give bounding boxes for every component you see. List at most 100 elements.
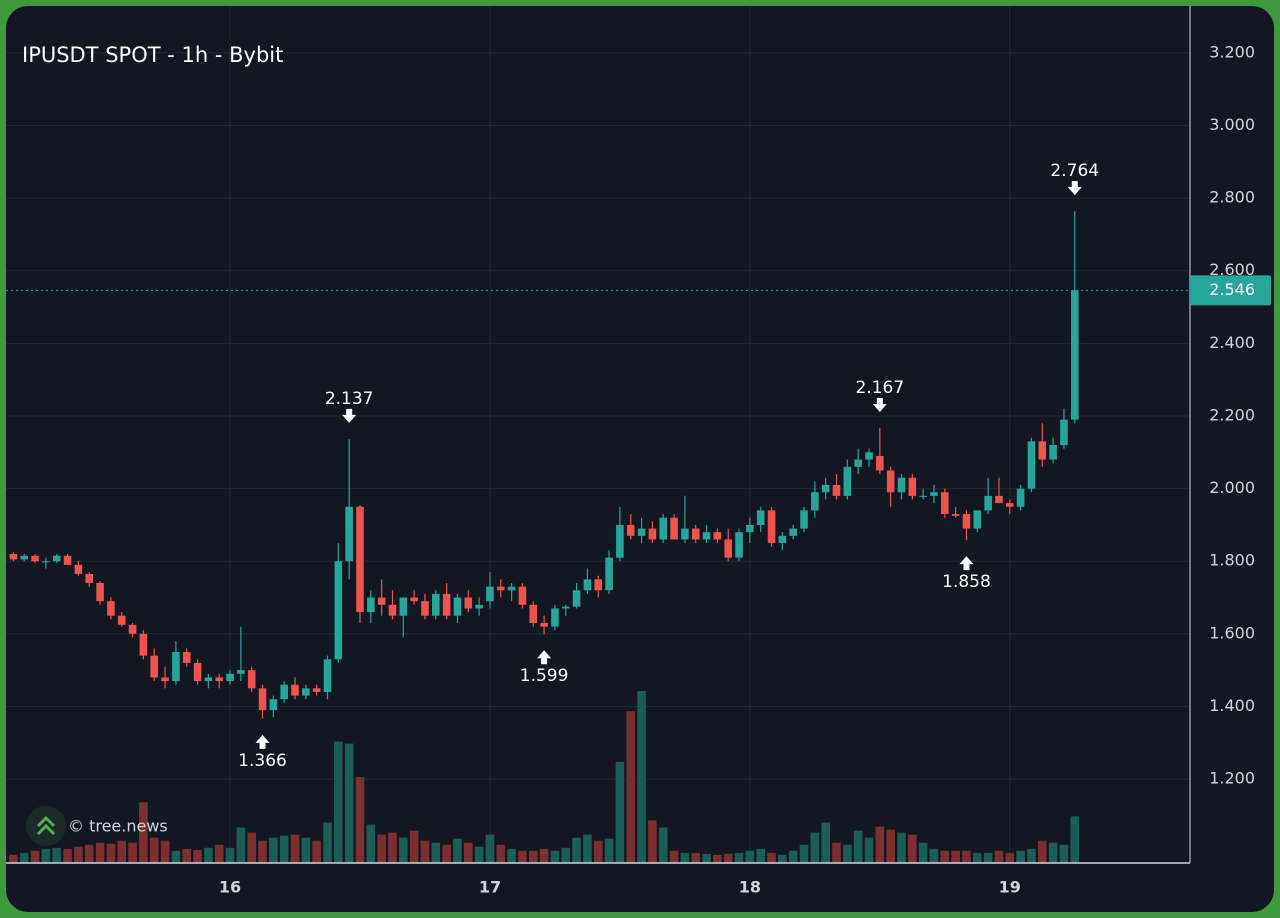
candle-body xyxy=(323,659,332,692)
candle-body xyxy=(789,528,797,536)
volume-bar xyxy=(463,842,473,863)
volume-bar xyxy=(853,830,863,863)
volume-bar xyxy=(864,837,874,863)
volume-bar xyxy=(355,777,365,863)
marker-arrow xyxy=(537,650,552,665)
candle-body xyxy=(811,492,819,511)
candle-body xyxy=(20,555,29,560)
candle-body xyxy=(215,677,223,682)
candle-body xyxy=(778,535,787,544)
volume-bar xyxy=(821,822,830,863)
candle-body xyxy=(691,528,700,540)
volume-bar xyxy=(474,846,484,863)
candle-body xyxy=(702,532,711,540)
marker-label: 2.137 xyxy=(325,389,374,409)
last-price-tag xyxy=(1190,275,1271,306)
volume-bar xyxy=(290,834,300,863)
candle-body xyxy=(247,670,256,689)
candle-body xyxy=(724,539,732,558)
volume-bar xyxy=(669,850,679,863)
candle-body xyxy=(399,597,408,616)
volume-bar xyxy=(269,837,278,863)
candle-body xyxy=(204,677,213,682)
candle-body xyxy=(356,506,364,613)
candle-body xyxy=(681,528,689,540)
candle-body xyxy=(117,615,126,625)
candle-body xyxy=(52,555,61,562)
candle-body xyxy=(594,579,603,591)
y-tick-label: 1.400 xyxy=(1209,696,1255,715)
volume-bar xyxy=(193,849,202,863)
x-tick-label: 19 xyxy=(999,878,1021,897)
candle-body xyxy=(930,492,938,496)
volume-bar xyxy=(973,852,982,863)
volume-bar xyxy=(19,852,29,863)
volume-bar xyxy=(962,850,971,863)
volume-bar xyxy=(171,850,181,863)
candle-body xyxy=(876,455,884,471)
volume-bar xyxy=(344,743,354,863)
candle-body xyxy=(475,604,483,609)
volume-bar xyxy=(409,830,419,863)
y-tick-label: 1.200 xyxy=(1209,769,1255,788)
volume-bar xyxy=(518,850,527,863)
candle-body xyxy=(973,510,982,529)
candle-body xyxy=(1005,503,1014,507)
volume-bar xyxy=(301,837,311,863)
volume-bar xyxy=(496,844,506,863)
volume-bar xyxy=(658,827,668,863)
volume-bar xyxy=(139,802,148,863)
volume-bar xyxy=(420,840,430,863)
candle-body xyxy=(962,514,971,529)
candle-body xyxy=(540,622,548,627)
candle-body xyxy=(767,510,776,544)
candle-body xyxy=(1070,290,1079,420)
volume-bar xyxy=(539,848,549,863)
volume-bar xyxy=(204,847,213,863)
candle-body xyxy=(334,561,343,660)
volume-bar xyxy=(799,844,809,863)
volume-bar xyxy=(52,847,62,863)
last-price-label: 2.546 xyxy=(1209,280,1255,299)
volume-bar xyxy=(95,842,105,863)
volume-bar xyxy=(1037,840,1047,863)
candle-body xyxy=(800,510,808,529)
volume-bar xyxy=(908,834,917,863)
marker-arrow xyxy=(342,408,357,423)
candle-body xyxy=(984,495,992,511)
volume-bar xyxy=(604,838,614,863)
marker-arrow xyxy=(872,397,887,412)
candle-body xyxy=(865,452,873,460)
candle-body xyxy=(237,670,245,674)
candle-body xyxy=(637,528,646,536)
x-tick-label: 16 xyxy=(219,878,241,897)
candle-body xyxy=(302,688,310,696)
volume-bar xyxy=(832,842,841,863)
volume-bar xyxy=(30,850,40,863)
candle-body xyxy=(572,590,581,607)
y-tick-label: 3.000 xyxy=(1209,115,1255,134)
chart-title: IPUSDT SPOT - 1h - Bybit xyxy=(22,43,283,67)
candle-body xyxy=(182,652,191,663)
volume-bar xyxy=(572,837,581,863)
marker-label: 1.599 xyxy=(520,666,569,686)
volume-bar xyxy=(940,850,950,863)
volume-bar xyxy=(767,852,776,863)
volume-bar xyxy=(399,837,408,863)
candle-body xyxy=(616,524,624,558)
volume-bar xyxy=(247,832,256,863)
candle-body xyxy=(919,495,927,497)
candle-body xyxy=(96,583,104,602)
y-tick-label: 2.200 xyxy=(1209,405,1255,424)
marker-label: 1.858 xyxy=(942,572,991,592)
y-tick-label: 1.600 xyxy=(1209,623,1255,642)
candle-body xyxy=(561,606,570,609)
volume-bar xyxy=(886,829,895,863)
volume-bar xyxy=(431,842,441,863)
candle-body xyxy=(854,459,862,467)
candle-body xyxy=(1060,419,1068,446)
candle-body xyxy=(291,684,299,696)
volume-bar xyxy=(648,820,657,863)
volume-bar xyxy=(983,852,993,863)
volume-bar xyxy=(106,843,116,863)
